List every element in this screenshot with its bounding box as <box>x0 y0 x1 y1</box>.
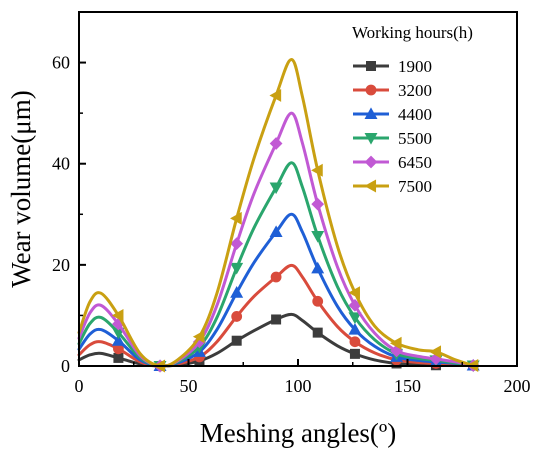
data-point-3200 <box>349 336 361 348</box>
data-point-1900 <box>113 352 124 363</box>
data-point-1900 <box>271 314 282 325</box>
data-point-5500 <box>269 182 283 195</box>
y-axis-title: Wear volume(μm) <box>6 90 36 287</box>
legend-item-5500: 5500 <box>353 129 432 148</box>
legend-items: 1900 3200 4400 5500 6450 7500 <box>353 57 432 196</box>
legend-swatch-marker <box>365 61 376 72</box>
legend-swatch-marker <box>364 179 377 193</box>
data-point-4400 <box>311 261 325 274</box>
data-point-4400 <box>230 286 244 298</box>
x-axis-title: Meshing angles(º) <box>200 418 397 448</box>
data-point-5500 <box>311 230 325 243</box>
legend-label: 1900 <box>398 57 432 76</box>
legend-item-7500: 7500 <box>353 177 432 196</box>
data-point-3200 <box>312 295 324 307</box>
data-point-6450 <box>311 197 325 211</box>
legend-label: 3200 <box>398 81 432 100</box>
data-point-7500 <box>389 336 402 350</box>
y-tick-label: 40 <box>52 154 70 174</box>
series-layer <box>77 58 480 373</box>
legend-item-1900: 1900 <box>353 57 432 76</box>
data-point-7500 <box>192 330 205 344</box>
legend-label: 5500 <box>398 129 432 148</box>
x-tick-label: 150 <box>394 376 421 396</box>
data-point-7500 <box>311 163 323 177</box>
data-point-3200 <box>231 311 243 322</box>
data-point-6450 <box>269 137 283 150</box>
ticks-layer: 0 50 100 150 200 0 20 40 60 <box>52 53 531 396</box>
data-point-7500 <box>230 211 242 225</box>
series-7500 <box>77 58 479 373</box>
legend-label: 4400 <box>398 105 432 124</box>
x-tick-label: 50 <box>180 376 198 396</box>
data-point-7500 <box>111 308 124 322</box>
data-point-7500 <box>269 88 282 102</box>
data-point-1900 <box>349 348 360 359</box>
legend-swatch-marker <box>365 84 377 96</box>
legend-swatch-marker <box>364 155 378 169</box>
data-point-7500 <box>348 286 360 300</box>
legend-item-6450: 6450 <box>353 153 432 172</box>
series-4400 <box>77 212 480 372</box>
data-point-5500 <box>230 262 244 275</box>
series-line-6450 <box>77 111 475 368</box>
data-point-1900 <box>312 327 323 338</box>
legend-item-3200: 3200 <box>353 81 432 100</box>
x-tick-label: 0 <box>75 376 84 396</box>
data-point-3200 <box>270 271 282 283</box>
series-6450 <box>77 111 480 373</box>
legend-swatch-marker <box>364 107 378 120</box>
data-point-4400 <box>348 322 362 335</box>
legend: Working hours(h) 1900 3200 4400 5500 6450 750… <box>352 23 473 196</box>
legend-label: 6450 <box>398 153 432 172</box>
x-tick-label: 200 <box>504 376 531 396</box>
data-point-1900 <box>231 335 242 346</box>
data-point-7500 <box>429 345 442 359</box>
plot-frame <box>78 11 518 367</box>
data-point-6450 <box>230 237 244 250</box>
y-tick-label: 60 <box>52 53 70 73</box>
data-point-4400 <box>111 334 125 346</box>
y-tick-label: 0 <box>61 356 70 376</box>
y-tick-label: 20 <box>52 255 70 275</box>
x-tick-label: 100 <box>285 376 312 396</box>
data-point-4400 <box>269 225 283 238</box>
legend-item-4400: 4400 <box>353 105 432 124</box>
series-line-4400 <box>77 212 475 368</box>
legend-title: Working hours(h) <box>352 23 473 42</box>
data-point-5500 <box>348 312 362 325</box>
legend-label: 7500 <box>398 177 432 196</box>
legend-swatch-marker <box>364 132 378 145</box>
